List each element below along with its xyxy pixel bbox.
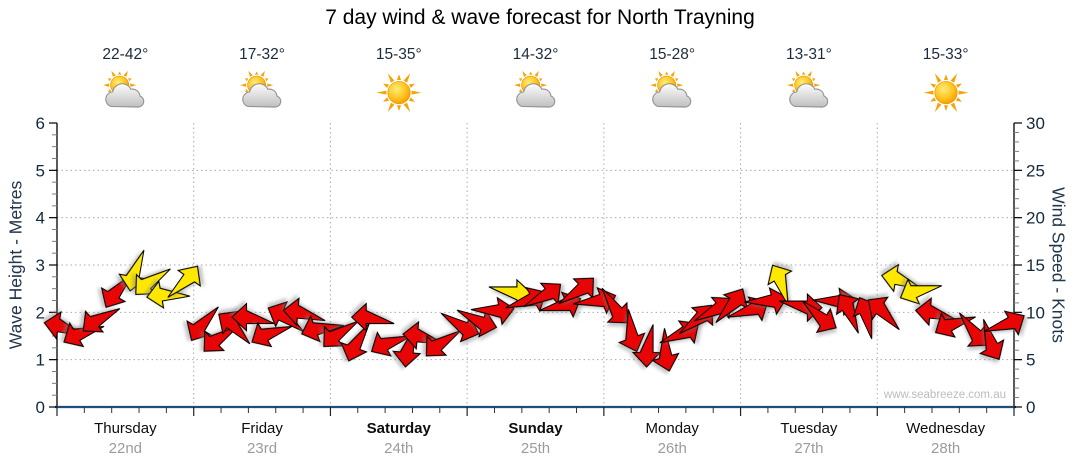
y-right-tick-label: 20 [1026, 209, 1045, 228]
y-left-tick-label: 3 [36, 256, 45, 275]
wind-arrow [300, 314, 345, 343]
wind-arrow [617, 309, 646, 353]
y-right-tick-label: 15 [1026, 256, 1045, 275]
wind-arrow [82, 308, 121, 333]
y-left-tick-label: 0 [36, 398, 45, 417]
wind-arrow [523, 282, 562, 308]
wind-arrow [135, 268, 171, 295]
y-left-tick-label: 5 [36, 161, 45, 180]
wind-arrow [282, 297, 326, 327]
wind-arrow [867, 296, 900, 331]
y-right-tick-label: 30 [1026, 114, 1045, 133]
wind-arrow [323, 320, 359, 348]
wind-arrow [267, 300, 305, 333]
y-right-tick-label: 0 [1026, 398, 1035, 417]
wind-arrow [231, 302, 275, 332]
wind-arrow [146, 279, 191, 310]
wind-arrow [456, 309, 498, 338]
y-left-tick-label: 2 [36, 303, 45, 322]
wind-arrow [715, 288, 749, 323]
y-right-tick-label: 5 [1026, 351, 1035, 370]
wind-arrow [779, 292, 823, 323]
wind-arrow [251, 321, 293, 348]
chart-title: 7 day wind & wave forecast for North Tra… [325, 6, 755, 29]
wind-arrow [880, 263, 923, 293]
watermark: www.seabreeze.com.au [883, 389, 1006, 401]
wind-arrow [978, 318, 1005, 361]
wind-arrow [899, 278, 943, 305]
wind-arrow [651, 328, 680, 372]
wind-arrow [470, 296, 515, 326]
wind-arrow [802, 300, 837, 334]
wind-arrow [558, 277, 594, 305]
y-left-tick-label: 6 [36, 114, 45, 133]
y-right-tick-label: 25 [1026, 161, 1045, 180]
y-left-tick-label: 1 [36, 351, 45, 370]
wind-arrow [983, 310, 1025, 337]
y-left-tick-label: 4 [36, 209, 45, 228]
wind-arrow [370, 331, 412, 357]
wind-arrow [767, 264, 793, 306]
wind-arrow [631, 324, 662, 368]
wind-arrow [914, 297, 958, 327]
y-right-tick-label: 10 [1026, 303, 1045, 322]
wind-arrow [835, 294, 861, 334]
wind-arrow [425, 329, 462, 357]
wind-arrow [167, 265, 201, 298]
wind-arrow [203, 325, 240, 352]
wind-arrow [350, 302, 395, 332]
wind-arrow [340, 322, 370, 362]
